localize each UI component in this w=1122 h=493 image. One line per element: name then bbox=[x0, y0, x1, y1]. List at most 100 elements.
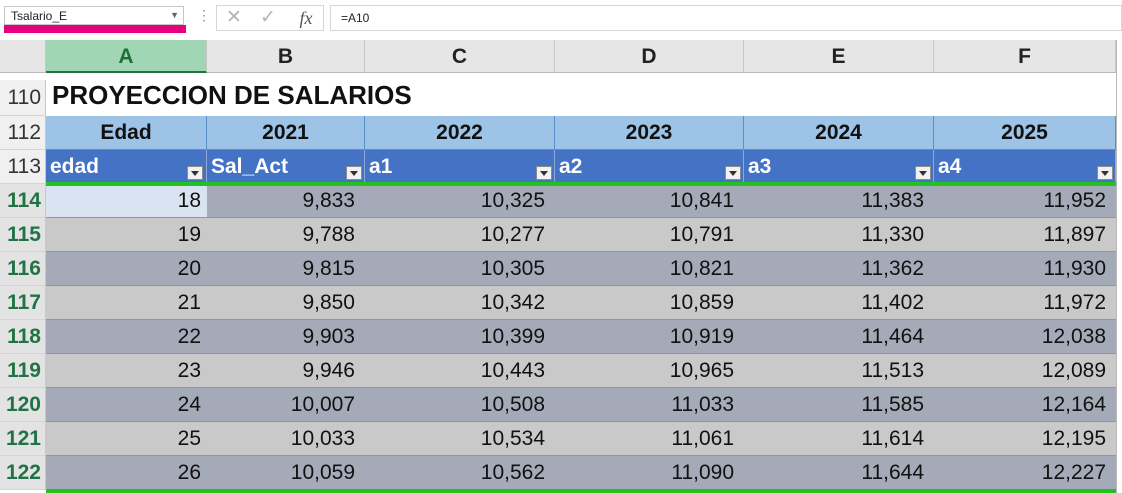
table-cell[interactable]: 12,038 bbox=[934, 320, 1116, 354]
filter-dropdown-icon[interactable] bbox=[346, 166, 362, 180]
select-all-corner[interactable] bbox=[0, 40, 46, 73]
table-cell[interactable]: 10,325 bbox=[365, 184, 555, 218]
table-cell[interactable]: 20 bbox=[46, 252, 207, 286]
header-cell-2022[interactable]: 2022 bbox=[365, 116, 555, 150]
table-cell[interactable]: 11,402 bbox=[744, 286, 934, 320]
filter-dropdown-icon[interactable] bbox=[915, 166, 931, 180]
table-cell[interactable]: 11,090 bbox=[555, 456, 744, 490]
table-cell[interactable]: 10,059 bbox=[207, 456, 365, 490]
table-cell[interactable]: 19 bbox=[46, 218, 207, 252]
row-header-120[interactable]: 120 bbox=[0, 388, 46, 422]
table-cell[interactable]: 9,946 bbox=[207, 354, 365, 388]
filter-dropdown-icon[interactable] bbox=[187, 166, 203, 180]
table-cell[interactable]: 9,833 bbox=[207, 184, 365, 218]
dropdown-arrow-icon[interactable]: ▼ bbox=[170, 10, 179, 20]
table-cell[interactable]: 11,513 bbox=[744, 354, 934, 388]
more-options-icon[interactable]: ⋮ bbox=[197, 7, 211, 23]
table-cell[interactable]: 9,903 bbox=[207, 320, 365, 354]
table-cell[interactable]: 9,850 bbox=[207, 286, 365, 320]
sheet-title[interactable]: PROYECCION DE SALARIOS bbox=[52, 80, 412, 110]
column-header-a[interactable]: A bbox=[46, 40, 207, 73]
table-cell[interactable]: 24 bbox=[46, 388, 207, 422]
filter-dropdown-icon[interactable] bbox=[1097, 166, 1113, 180]
table-cell[interactable]: 10,859 bbox=[555, 286, 744, 320]
table-cell[interactable]: 12,195 bbox=[934, 422, 1116, 456]
table-cell[interactable]: 10,033 bbox=[207, 422, 365, 456]
table-cell[interactable]: 21 bbox=[46, 286, 207, 320]
row-header-117[interactable]: 117 bbox=[0, 286, 46, 320]
table-cell[interactable]: 12,089 bbox=[934, 354, 1116, 388]
table-header-a2[interactable]: a2 bbox=[555, 150, 744, 184]
table-cell[interactable]: 10,791 bbox=[555, 218, 744, 252]
table-cell[interactable]: 11,061 bbox=[555, 422, 744, 456]
table-cell[interactable]: 10,965 bbox=[555, 354, 744, 388]
header-cell-edad[interactable]: Edad bbox=[46, 116, 207, 150]
table-cell[interactable]: 10,562 bbox=[365, 456, 555, 490]
column-header-c[interactable]: C bbox=[365, 40, 555, 73]
row-header-110[interactable]: 110 bbox=[0, 80, 46, 116]
column-header-b[interactable]: B bbox=[207, 40, 365, 73]
table-cell[interactable]: 11,464 bbox=[744, 320, 934, 354]
table-header-sal-act[interactable]: Sal_Act bbox=[207, 150, 365, 184]
table-header-a3[interactable]: a3 bbox=[744, 150, 934, 184]
header-cell-2021[interactable]: 2021 bbox=[207, 116, 365, 150]
table-cell[interactable]: 10,443 bbox=[365, 354, 555, 388]
row-header-118[interactable]: 118 bbox=[0, 320, 46, 354]
table-cell[interactable]: 10,399 bbox=[365, 320, 555, 354]
table-cell[interactable]: 11,330 bbox=[744, 218, 934, 252]
table-header-a4[interactable]: a4 bbox=[934, 150, 1116, 184]
table-cell[interactable]: 10,007 bbox=[207, 388, 365, 422]
table-cell[interactable]: 26 bbox=[46, 456, 207, 490]
row-header-114[interactable]: 114 bbox=[0, 184, 46, 218]
header-cell-2025[interactable]: 2025 bbox=[934, 116, 1116, 150]
row-header-113[interactable]: 113 bbox=[0, 150, 46, 184]
header-cell-2024[interactable]: 2024 bbox=[744, 116, 934, 150]
table-cell[interactable]: 22 bbox=[46, 320, 207, 354]
table-cell[interactable]: 11,952 bbox=[934, 184, 1116, 218]
table-cell[interactable]: 9,788 bbox=[207, 218, 365, 252]
row-header-112[interactable]: 112 bbox=[0, 116, 46, 150]
table-cell[interactable]: 11,972 bbox=[934, 286, 1116, 320]
table-cell[interactable]: 10,508 bbox=[365, 388, 555, 422]
formula-input[interactable]: =A10 bbox=[330, 5, 1122, 31]
filter-dropdown-icon[interactable] bbox=[725, 166, 741, 180]
table-cell[interactable]: 11,897 bbox=[934, 218, 1116, 252]
row-header-121[interactable]: 121 bbox=[0, 422, 46, 456]
function-icon[interactable]: fx bbox=[299, 8, 313, 28]
row-header-116[interactable]: 116 bbox=[0, 252, 46, 286]
table-cell[interactable]: 12,227 bbox=[934, 456, 1116, 490]
row-header-122[interactable]: 122 bbox=[0, 456, 46, 490]
table-cell[interactable]: 11,930 bbox=[934, 252, 1116, 286]
table-cell[interactable]: 10,534 bbox=[365, 422, 555, 456]
table-cell[interactable]: 12,164 bbox=[934, 388, 1116, 422]
name-box[interactable]: Tsalario_E ▼ bbox=[4, 6, 184, 25]
header-cell-2023[interactable]: 2023 bbox=[555, 116, 744, 150]
table-cell[interactable]: 10,821 bbox=[555, 252, 744, 286]
table-cell[interactable]: 10,841 bbox=[555, 184, 744, 218]
table-cell[interactable]: 9,815 bbox=[207, 252, 365, 286]
column-header-f[interactable]: F bbox=[934, 40, 1116, 73]
table-cell[interactable]: 11,033 bbox=[555, 388, 744, 422]
table-cell[interactable]: 11,383 bbox=[744, 184, 934, 218]
table-header-a1[interactable]: a1 bbox=[365, 150, 555, 184]
row-header-119[interactable]: 119 bbox=[0, 354, 46, 388]
table-cell[interactable]: 10,277 bbox=[365, 218, 555, 252]
enter-icon[interactable]: ✓ bbox=[260, 7, 276, 28]
table-cell[interactable]: 11,614 bbox=[744, 422, 934, 456]
table-cell[interactable]: 10,919 bbox=[555, 320, 744, 354]
table-cell[interactable]: 11,644 bbox=[744, 456, 934, 490]
table-cell[interactable]: 11,362 bbox=[744, 252, 934, 286]
filter-dropdown-icon[interactable] bbox=[536, 166, 552, 180]
table-cell[interactable]: 23 bbox=[46, 354, 207, 388]
table-cell[interactable]: 10,305 bbox=[365, 252, 555, 286]
table-cell[interactable]: 10,342 bbox=[365, 286, 555, 320]
cancel-icon[interactable]: ✕ bbox=[226, 7, 242, 28]
table-cell[interactable]: 18 bbox=[46, 184, 207, 218]
table-cell[interactable]: 25 bbox=[46, 422, 207, 456]
column-header-e[interactable]: E bbox=[744, 40, 934, 73]
table-cell[interactable]: 11,585 bbox=[744, 388, 934, 422]
selection-border-top bbox=[46, 182, 1122, 186]
column-header-d[interactable]: D bbox=[555, 40, 744, 73]
row-header-115[interactable]: 115 bbox=[0, 218, 46, 252]
table-header-edad[interactable]: edad bbox=[46, 150, 207, 184]
